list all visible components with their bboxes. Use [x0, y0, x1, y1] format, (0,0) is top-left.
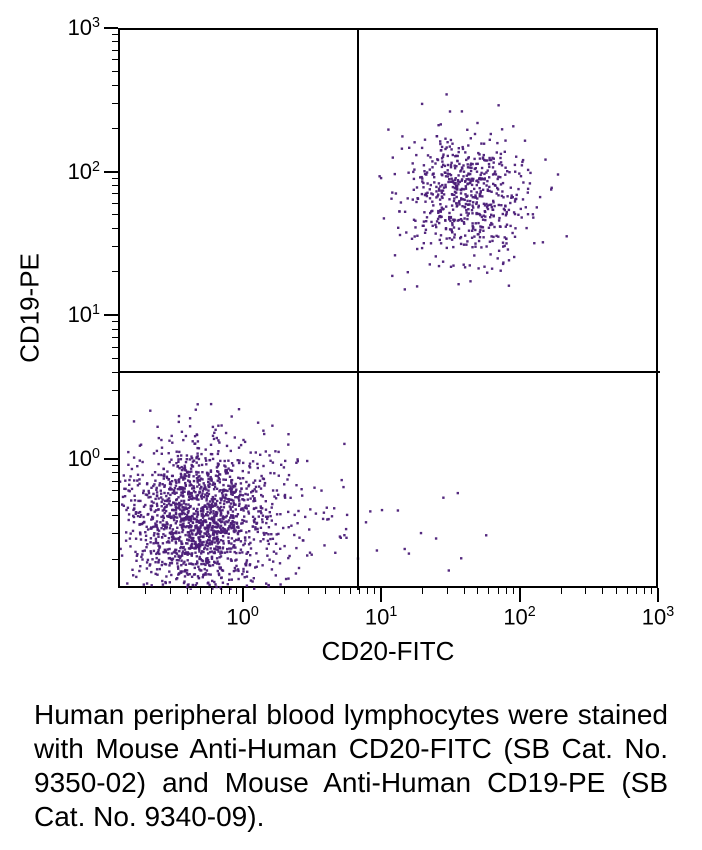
x-tick-minor: [145, 588, 146, 594]
x-tick-minor: [308, 588, 309, 594]
x-tick-minor: [561, 588, 562, 594]
quadrant-line-vertical: [357, 30, 359, 590]
x-tick-minor: [325, 588, 326, 594]
x-tick-minor: [374, 588, 375, 594]
x-tick-label: 103: [642, 604, 674, 630]
y-tick-minor: [112, 501, 118, 502]
y-tick-minor: [112, 490, 118, 491]
x-tick-minor: [585, 588, 586, 594]
x-tick-minor: [211, 588, 212, 594]
y-tick-label: 100: [54, 446, 100, 472]
y-tick-minor: [112, 71, 118, 72]
x-tick-label: 100: [226, 604, 258, 630]
y-tick-minor: [112, 34, 118, 35]
y-tick-minor: [112, 347, 118, 348]
y-tick-minor: [112, 415, 118, 416]
x-tick-minor: [477, 588, 478, 594]
x-tick-major: [380, 588, 382, 602]
y-tick-minor: [112, 193, 118, 194]
y-tick-major: [104, 27, 118, 29]
y-tick-minor: [112, 41, 118, 42]
figure-caption: Human peripheral blood lymphocytes were …: [34, 698, 668, 835]
y-tick-minor: [112, 228, 118, 229]
y-tick-minor: [112, 472, 118, 473]
x-tick-minor: [651, 588, 652, 594]
y-tick-minor: [112, 465, 118, 466]
x-tick-minor: [506, 588, 507, 594]
flow-cytometry-plot: [118, 28, 658, 588]
y-tick-minor: [112, 329, 118, 330]
y-tick-minor: [112, 358, 118, 359]
x-tick-minor: [200, 588, 201, 594]
x-tick-minor: [170, 588, 171, 594]
x-tick-major: [519, 588, 521, 602]
y-tick-minor: [112, 246, 118, 247]
y-tick-minor: [112, 533, 118, 534]
x-tick-minor: [464, 588, 465, 594]
figure-container: 100 101 102 103 100 101 102 103 CD20-FITC CD19-…: [0, 0, 702, 850]
x-tick-minor: [367, 588, 368, 594]
x-tick-minor: [488, 588, 489, 594]
x-tick-minor: [339, 588, 340, 594]
x-tick-major: [242, 588, 244, 602]
x-tick-minor: [229, 588, 230, 594]
y-tick-minor: [112, 390, 118, 391]
y-tick-minor: [112, 59, 118, 60]
y-axis-label: CD19-PE: [15, 253, 46, 363]
x-tick-minor: [636, 588, 637, 594]
x-tick-minor: [350, 588, 351, 594]
x-tick-minor: [236, 588, 237, 594]
y-tick-minor: [112, 103, 118, 104]
y-tick-minor: [112, 50, 118, 51]
x-tick-minor: [359, 588, 360, 594]
y-tick-major: [104, 458, 118, 460]
x-tick-minor: [513, 588, 514, 594]
y-tick-minor: [112, 85, 118, 86]
scatter-points-layer: [120, 30, 660, 590]
quadrant-line-horizontal: [120, 371, 660, 373]
y-tick-minor: [112, 372, 118, 373]
y-tick-minor: [112, 185, 118, 186]
x-axis-label: CD20-FITC: [322, 636, 455, 667]
x-tick-label: 101: [365, 604, 397, 630]
y-tick-minor: [112, 321, 118, 322]
y-tick-label: 102: [54, 158, 100, 184]
y-tick-minor: [112, 178, 118, 179]
y-tick-label: 103: [54, 15, 100, 41]
x-tick-minor: [447, 588, 448, 594]
y-tick-minor: [112, 271, 118, 272]
y-tick-major: [104, 171, 118, 173]
x-tick-minor: [284, 588, 285, 594]
x-tick-minor: [602, 588, 603, 594]
x-tick-minor: [187, 588, 188, 594]
y-tick-minor: [112, 128, 118, 129]
y-tick-minor: [112, 481, 118, 482]
y-tick-minor: [112, 203, 118, 204]
x-tick-minor: [498, 588, 499, 594]
y-tick-label: 101: [54, 302, 100, 328]
y-tick-major: [104, 314, 118, 316]
y-tick-minor: [112, 559, 118, 560]
y-tick-minor: [112, 214, 118, 215]
x-tick-major: [657, 588, 659, 602]
y-tick-minor: [112, 515, 118, 516]
x-tick-minor: [644, 588, 645, 594]
x-tick-label: 102: [503, 604, 535, 630]
x-tick-minor: [616, 588, 617, 594]
y-tick-minor: [112, 337, 118, 338]
x-tick-minor: [627, 588, 628, 594]
x-tick-minor: [422, 588, 423, 594]
x-tick-minor: [221, 588, 222, 594]
